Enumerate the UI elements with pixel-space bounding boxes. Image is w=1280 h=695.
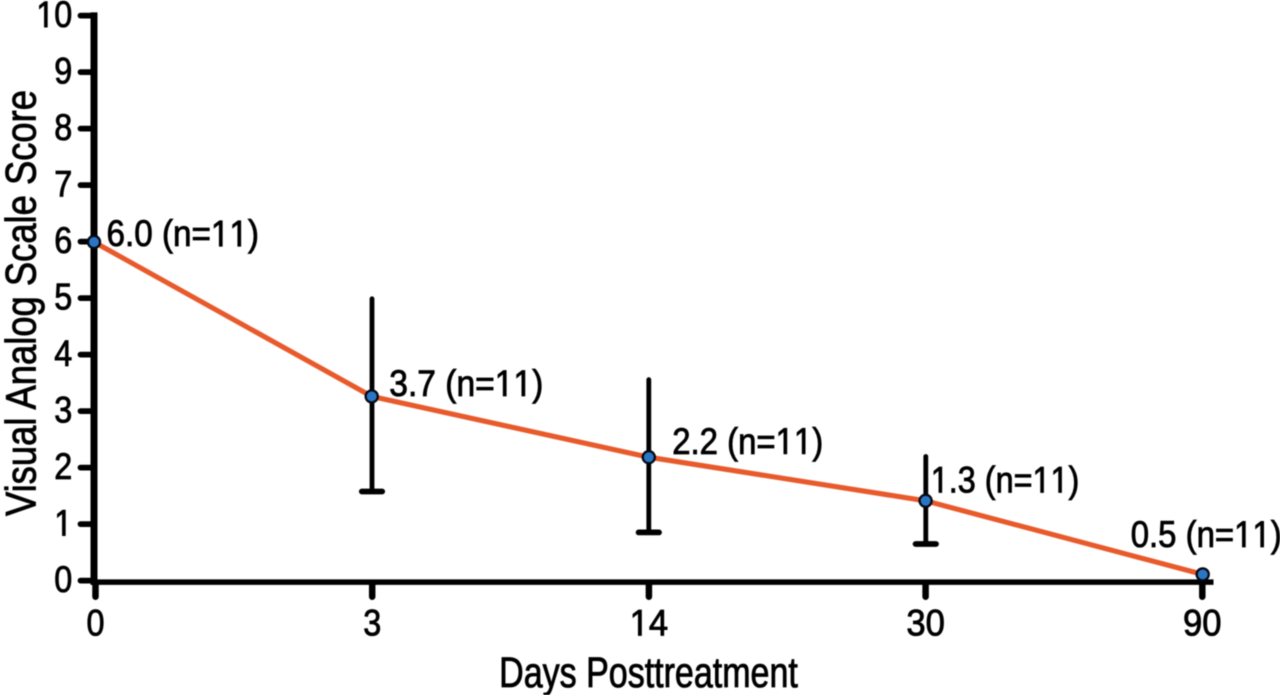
svg-text:2: 2 xyxy=(54,446,72,487)
svg-text:): ) xyxy=(1271,514,1280,555)
svg-text:2: 2 xyxy=(672,421,690,462)
svg-text:0: 0 xyxy=(87,603,105,644)
svg-text:2: 2 xyxy=(700,421,718,462)
svg-text:.: . xyxy=(125,214,134,255)
svg-text:4: 4 xyxy=(54,333,72,374)
svg-text:n: n xyxy=(996,461,1014,501)
svg-text:(: ( xyxy=(985,461,996,501)
svg-text:3: 3 xyxy=(389,364,408,405)
svg-text:8: 8 xyxy=(54,107,72,148)
svg-text:6: 6 xyxy=(54,220,72,261)
svg-text:90: 90 xyxy=(1183,603,1222,644)
svg-text:.: . xyxy=(408,364,417,405)
svg-text:Days Posttreatment: Days Posttreatment xyxy=(499,649,798,695)
svg-text:): ) xyxy=(1069,461,1080,501)
svg-text:4: 4 xyxy=(649,602,668,643)
svg-text:(: ( xyxy=(1186,514,1197,555)
svg-text:.: . xyxy=(949,461,958,501)
svg-text:.: . xyxy=(691,421,700,462)
svg-text:0: 0 xyxy=(54,0,72,36)
svg-text:(: ( xyxy=(727,421,738,462)
svg-text:3: 3 xyxy=(363,603,381,644)
svg-text:): ) xyxy=(532,364,543,405)
svg-text:7: 7 xyxy=(417,364,436,405)
svg-text:=: = xyxy=(192,214,211,255)
svg-text:6: 6 xyxy=(107,214,125,255)
svg-text:30: 30 xyxy=(906,603,945,644)
svg-text:(: ( xyxy=(445,364,456,405)
svg-text:9: 9 xyxy=(54,51,72,92)
svg-text:5: 5 xyxy=(54,277,72,318)
svg-text:n: n xyxy=(173,214,191,255)
svg-text:Visual Analog Scale Score: Visual Analog Scale Score xyxy=(0,90,45,516)
svg-text:=: = xyxy=(475,364,495,405)
svg-text:=: = xyxy=(1215,514,1234,555)
svg-text:7: 7 xyxy=(54,164,72,205)
svg-text:): ) xyxy=(248,214,259,255)
svg-text:5: 5 xyxy=(1158,514,1176,555)
svg-text:n: n xyxy=(456,364,475,405)
svg-text:=: = xyxy=(1014,461,1033,501)
svg-text:0: 0 xyxy=(1131,514,1149,555)
svg-text:=: = xyxy=(756,421,775,462)
svg-text:3: 3 xyxy=(54,390,72,431)
svg-text:0: 0 xyxy=(134,214,152,255)
svg-text:(: ( xyxy=(162,214,173,255)
svg-text:3: 3 xyxy=(958,461,976,501)
svg-text:n: n xyxy=(738,421,756,462)
svg-text:0: 0 xyxy=(54,559,72,600)
svg-text:.: . xyxy=(1149,514,1158,555)
svg-text:n: n xyxy=(1197,514,1215,555)
svg-text:): ) xyxy=(812,421,823,462)
